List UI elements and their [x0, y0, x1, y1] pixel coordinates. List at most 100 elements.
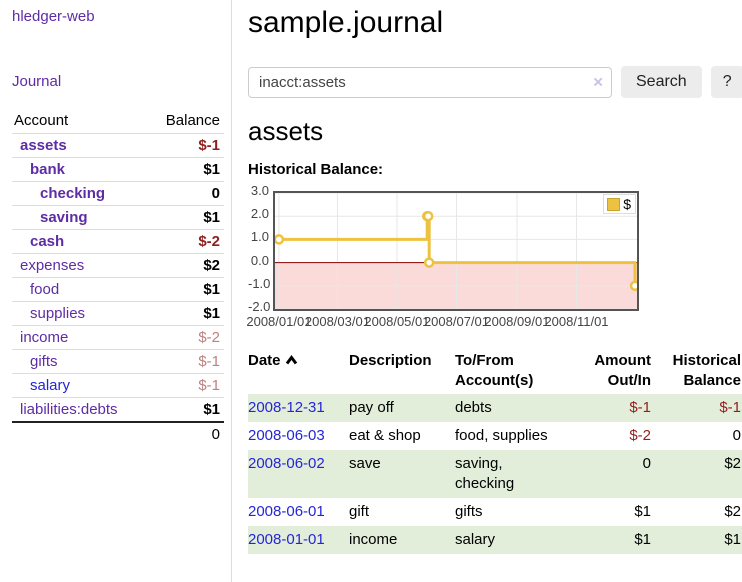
- sort-ascending-icon: [285, 352, 298, 372]
- x-axis-tick: 2008/05/01: [364, 314, 430, 329]
- help-button[interactable]: ?: [710, 66, 742, 98]
- amount-column-header: Amount Out/In: [594, 352, 651, 389]
- balance-column-header: Balance: [165, 112, 220, 129]
- transaction-date-cell: 2008-12-31: [248, 394, 349, 422]
- sidebar-account-row: supplies $1: [12, 301, 224, 325]
- date-column-header[interactable]: Date: [248, 348, 349, 394]
- transaction-amount-cell: $-2: [629, 427, 651, 444]
- transaction-description-cell: income: [349, 531, 398, 548]
- sidebar-account-row: checking 0: [12, 181, 224, 205]
- sidebar-account-balance: $-1: [198, 137, 220, 154]
- sidebar-account-link[interactable]: supplies: [30, 305, 86, 322]
- transaction-description-cell: save: [349, 455, 381, 472]
- x-axis-tick: 2008/03/01: [304, 314, 370, 329]
- sidebar-account-balance: $-1: [198, 353, 220, 370]
- sidebar-account-link[interactable]: liabilities:debts: [20, 401, 118, 418]
- accounts-table-header: Account Balance: [12, 110, 224, 133]
- sidebar-account-balance: $1: [203, 401, 220, 418]
- clear-search-icon[interactable]: ×: [593, 72, 603, 92]
- sidebar-account-balance: $-2: [198, 329, 220, 346]
- sidebar-account-link[interactable]: saving: [40, 209, 88, 226]
- transaction-date-cell: 2008-06-02: [248, 450, 349, 498]
- transaction-description-cell: pay off: [349, 399, 394, 416]
- sidebar-account-link[interactable]: bank: [30, 161, 66, 178]
- x-axis-tick: 2008/07/01: [423, 314, 490, 329]
- transaction-date-link[interactable]: 2008-06-01: [248, 503, 325, 520]
- app-title-link[interactable]: hledger-web: [12, 8, 95, 25]
- transaction-balance-cell: 0: [732, 427, 741, 444]
- accounts-table-body: assets $-1 bank $1 checking 0 saving $1 cash $-2 e…: [12, 133, 224, 421]
- sidebar-account-row: liabilities:debts $1: [12, 397, 224, 421]
- transaction-amount-cell: 0: [642, 455, 651, 472]
- transaction-accounts-cell: food, supplies: [455, 427, 548, 444]
- sidebar-account-row: cash $-2: [12, 229, 224, 253]
- accounts-total-row: 0: [12, 421, 224, 446]
- sidebar-account-balance: $1: [203, 281, 220, 298]
- balance-chart-plot: [273, 191, 639, 311]
- balance-chart: $ 3.0 2.0 1.0 0.0 -1.0 -2.0 2008/01/01 2008/03/…: [246, 183, 643, 334]
- sidebar-account-row: expenses $2: [12, 253, 224, 277]
- sidebar-account-row: salary $-1: [12, 373, 224, 397]
- sidebar-account-row: bank $1: [12, 157, 224, 181]
- register-row: 2008-06-03 eat & shop food, supplies $-2 0: [248, 422, 742, 450]
- search-input[interactable]: [248, 66, 612, 98]
- sidebar-account-balance: $1: [203, 209, 220, 226]
- sidebar-account-row: food $1: [12, 277, 224, 301]
- transaction-balance-cell: $-1: [719, 399, 741, 416]
- sidebar-account-link[interactable]: income: [20, 329, 69, 346]
- sidebar-account-row: assets $-1: [12, 133, 224, 157]
- register-row: 2008-12-31 pay off debts $-1 $-1: [248, 394, 742, 422]
- page-title: sample.journal: [248, 6, 444, 39]
- transaction-date-cell: 2008-06-01: [248, 498, 349, 526]
- sidebar-account-link[interactable]: expenses: [20, 257, 85, 274]
- balance-column-header-register: Historical Balance: [672, 352, 741, 389]
- sidebar-account-row: saving $1: [12, 205, 224, 229]
- sidebar-item-journal[interactable]: Journal: [12, 73, 62, 90]
- transaction-date-cell: 2008-01-01: [248, 526, 349, 554]
- search-button[interactable]: Search: [621, 66, 702, 98]
- sidebar-account-balance: $2: [203, 257, 220, 274]
- accounts-column-header: To/From Account(s): [455, 352, 534, 389]
- sidebar-account-row: income $-2: [12, 325, 224, 349]
- register-row: 2008-01-01 income salary $1 $1: [248, 526, 742, 554]
- transaction-date-cell: 2008-06-03: [248, 422, 349, 450]
- sidebar-account-balance: $-2: [198, 233, 220, 250]
- total-balance: 0: [211, 426, 220, 443]
- sidebar-account-link[interactable]: assets: [20, 137, 67, 154]
- transaction-date-link[interactable]: 2008-06-03: [248, 427, 325, 444]
- x-axis-tick: 2008/11/01: [544, 314, 609, 329]
- transaction-accounts-cell: saving, checking: [455, 455, 515, 492]
- transaction-date-link[interactable]: 2008-06-02: [248, 455, 325, 472]
- y-axis-tick: 2.0: [250, 206, 269, 222]
- account-heading: assets: [248, 116, 324, 146]
- sidebar-account-link[interactable]: salary: [30, 377, 71, 394]
- transaction-balance-cell: $2: [724, 503, 741, 520]
- transaction-balance-cell: $1: [724, 531, 741, 548]
- transaction-date-link[interactable]: 2008-12-31: [248, 399, 325, 416]
- transaction-date-link[interactable]: 2008-01-01: [248, 531, 325, 548]
- sidebar-account-link[interactable]: checking: [40, 185, 106, 202]
- y-axis-tick: 0.0: [250, 252, 269, 268]
- legend-swatch: [607, 197, 621, 211]
- sidebar-account-row: gifts $-1: [12, 349, 224, 373]
- sidebar-account-balance: $-1: [198, 377, 220, 394]
- transaction-balance-cell: $2: [724, 455, 741, 472]
- transaction-accounts-cell: gifts: [455, 503, 483, 520]
- main-content: sample.journal × Search ? assets Histori…: [232, 0, 742, 582]
- search-form: × Search ?: [248, 66, 742, 98]
- sidebar-account-link[interactable]: cash: [30, 233, 65, 250]
- y-axis-tick: -1.0: [248, 275, 271, 291]
- x-axis-tick: 2008/01/01: [246, 314, 312, 329]
- y-axis-tick: -2.0: [248, 299, 271, 314]
- account-column-header: Account: [14, 112, 69, 129]
- register-row: 2008-06-02 save saving, checking 0 $2: [248, 450, 742, 498]
- register-header-row: Date Description To/From Account(s) Amou…: [248, 348, 742, 394]
- chart-title: Historical Balance:: [248, 161, 384, 178]
- sidebar-account-link[interactable]: gifts: [30, 353, 58, 370]
- sidebar-account-balance: 0: [211, 185, 220, 202]
- transaction-amount-cell: $1: [634, 503, 651, 520]
- sidebar-account-link[interactable]: food: [30, 281, 60, 298]
- x-axis-tick: 2008/09/01: [484, 314, 550, 329]
- y-axis-tick: 1.0: [250, 229, 269, 245]
